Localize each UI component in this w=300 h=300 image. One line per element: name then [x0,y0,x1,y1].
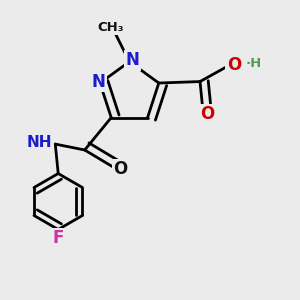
Text: NH: NH [27,135,52,150]
Text: O: O [113,160,127,178]
Text: N: N [92,73,106,91]
Text: ·H: ·H [246,57,262,70]
Text: N: N [125,51,139,69]
Text: O: O [227,56,241,74]
Text: O: O [200,105,214,123]
Text: CH₃: CH₃ [97,21,124,34]
Text: F: F [52,229,64,247]
